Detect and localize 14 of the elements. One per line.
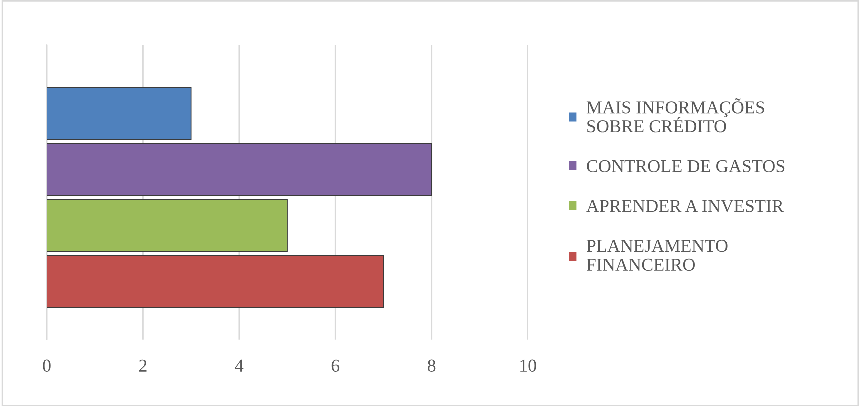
x-tick-label: 4	[235, 360, 244, 372]
legend-label: CONTROLE DE GASTOS	[587, 160, 785, 172]
x-tick-label: 2	[140, 360, 147, 372]
bar	[47, 255, 384, 308]
legend-label: APRENDER A INVESTIR	[586, 200, 784, 212]
legend-label: MAIS INFORMAÇÕES SOBRE CRÉDITO	[586, 98, 764, 133]
legend-label: PLANEJAMENTO FINANCEIRO	[586, 240, 728, 272]
x-tick-label: 6	[332, 360, 340, 372]
bar	[47, 199, 288, 252]
x-tick-label: 10	[520, 360, 536, 372]
x-tick-label: 0	[43, 360, 51, 372]
bar	[47, 88, 192, 140]
x-tick-label: 8	[428, 360, 436, 372]
bar	[47, 143, 432, 196]
